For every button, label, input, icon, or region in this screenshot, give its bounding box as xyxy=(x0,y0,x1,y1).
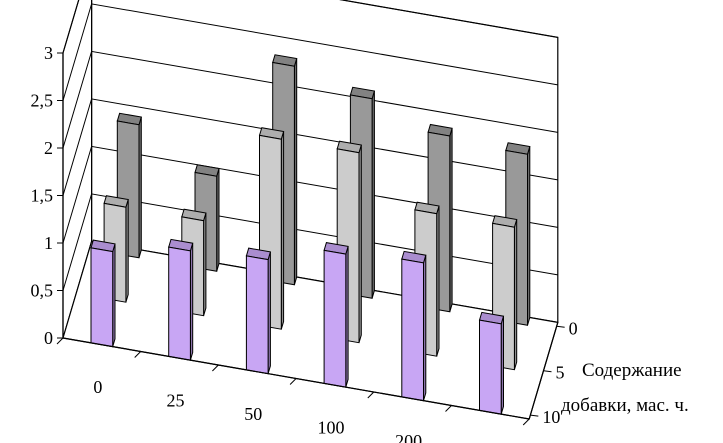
gridlines xyxy=(62,0,558,291)
bar-front xyxy=(168,246,191,361)
y-tick-label: 1 xyxy=(44,233,53,253)
depth-tick xyxy=(543,370,552,373)
bar-front xyxy=(245,255,269,375)
bar xyxy=(90,239,116,348)
bar-front xyxy=(90,247,114,348)
depth-axis-title-line1: Содержание xyxy=(582,360,682,381)
x-tick xyxy=(367,391,375,399)
x-tick-label: 100 xyxy=(317,417,344,437)
gridline xyxy=(62,145,558,244)
depth-tick xyxy=(530,414,539,417)
gridline xyxy=(62,0,558,54)
bar-front xyxy=(323,249,347,388)
bar xyxy=(478,311,505,415)
depth-axis-title-line2: добавки, мас. ч. xyxy=(561,395,689,416)
gridline xyxy=(62,193,558,291)
axis-labels: 00,511,522,53025501002003000510Содержани… xyxy=(31,43,689,443)
bar xyxy=(168,238,194,361)
x-tick xyxy=(56,337,64,345)
x-tick xyxy=(134,351,142,358)
depth-tick xyxy=(556,325,565,328)
bar xyxy=(323,242,349,388)
y-tick-label: 2 xyxy=(44,138,53,158)
y-tick-label: 2,5 xyxy=(31,91,54,111)
x-tick xyxy=(522,418,530,426)
x-tick xyxy=(289,378,297,385)
depth-tick-label: 5 xyxy=(556,363,565,383)
gridline xyxy=(62,3,558,101)
y-tick-label: 0 xyxy=(44,328,53,348)
y-tick-label: 1,5 xyxy=(31,186,54,206)
x-tick xyxy=(445,405,452,412)
y-tick-label: 3 xyxy=(44,43,53,63)
gridline xyxy=(62,50,558,149)
axes xyxy=(56,52,565,426)
bar xyxy=(245,247,272,375)
bars xyxy=(90,54,531,415)
x-tick xyxy=(212,364,219,372)
x-tick-label: 200 xyxy=(395,431,422,443)
bar xyxy=(116,112,142,259)
x-tick-label: 25 xyxy=(167,390,185,410)
x-tick-label: 50 xyxy=(244,404,262,424)
bar xyxy=(401,250,427,402)
bar-front xyxy=(479,319,502,415)
depth-tick-label: 0 xyxy=(569,318,578,338)
y-tick-label: 0,5 xyxy=(31,281,54,301)
gridline xyxy=(62,98,558,196)
depth-tick-label: 10 xyxy=(542,407,560,427)
x-tick-label: 0 xyxy=(93,377,102,397)
bar-front xyxy=(401,258,424,402)
